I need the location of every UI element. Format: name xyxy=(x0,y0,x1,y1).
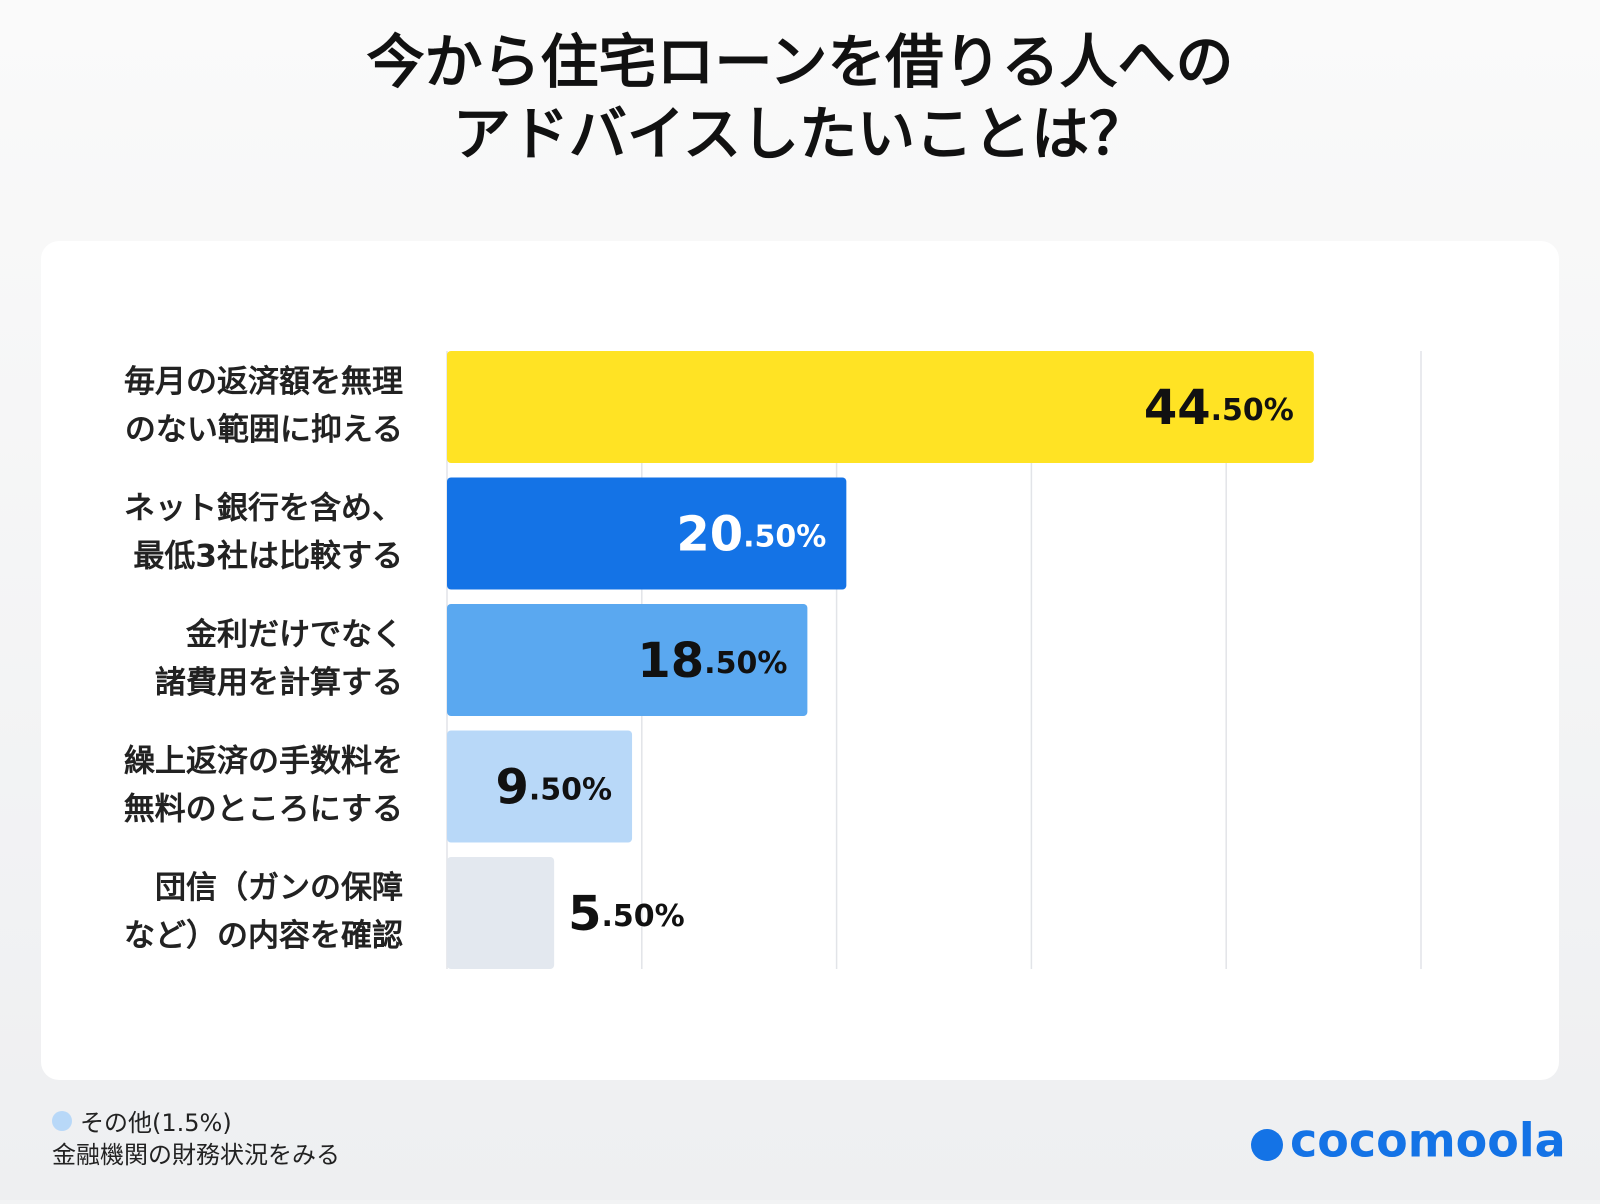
plot: 毎月の返済額を無理のない範囲に抑える 44.50% ネット銀行を含め、最低3社は比較… xyxy=(124,351,1422,969)
y-tick-label: 繰上返済の手数料を無料のところにする xyxy=(124,743,403,827)
value-label: 18.50% xyxy=(637,633,787,689)
value-label: 44.50% xyxy=(1144,380,1294,436)
bar xyxy=(447,604,808,716)
bar xyxy=(447,857,555,969)
bar xyxy=(447,477,847,590)
logo: cocomoola xyxy=(1290,1114,1566,1168)
logo-icon xyxy=(1251,1129,1283,1161)
bar xyxy=(447,730,633,843)
value-label: 9.50% xyxy=(495,760,612,816)
y-tick-label: 団信（ガンの保障など）の内容を確認 xyxy=(124,870,403,954)
chart-title: 今から住宅ローンを借りる人へのアドバイスしたいことは？ xyxy=(366,28,1233,168)
value-label: 20.50% xyxy=(676,507,826,563)
value-label: 5.50% xyxy=(568,886,685,942)
footnote: 金融機関の財務状況をみる xyxy=(52,1141,340,1169)
y-tick-label: ネット銀行を含め、最低3社は比較する xyxy=(124,490,403,574)
footnote: その他(1.5%) xyxy=(80,1109,232,1137)
note-icon xyxy=(52,1111,72,1131)
y-tick-label: 毎月の返済額を無理のない範囲に抑える xyxy=(124,364,403,448)
bar xyxy=(447,351,1314,463)
y-tick-label: 金利だけでなく諸費用を計算する xyxy=(155,617,403,701)
